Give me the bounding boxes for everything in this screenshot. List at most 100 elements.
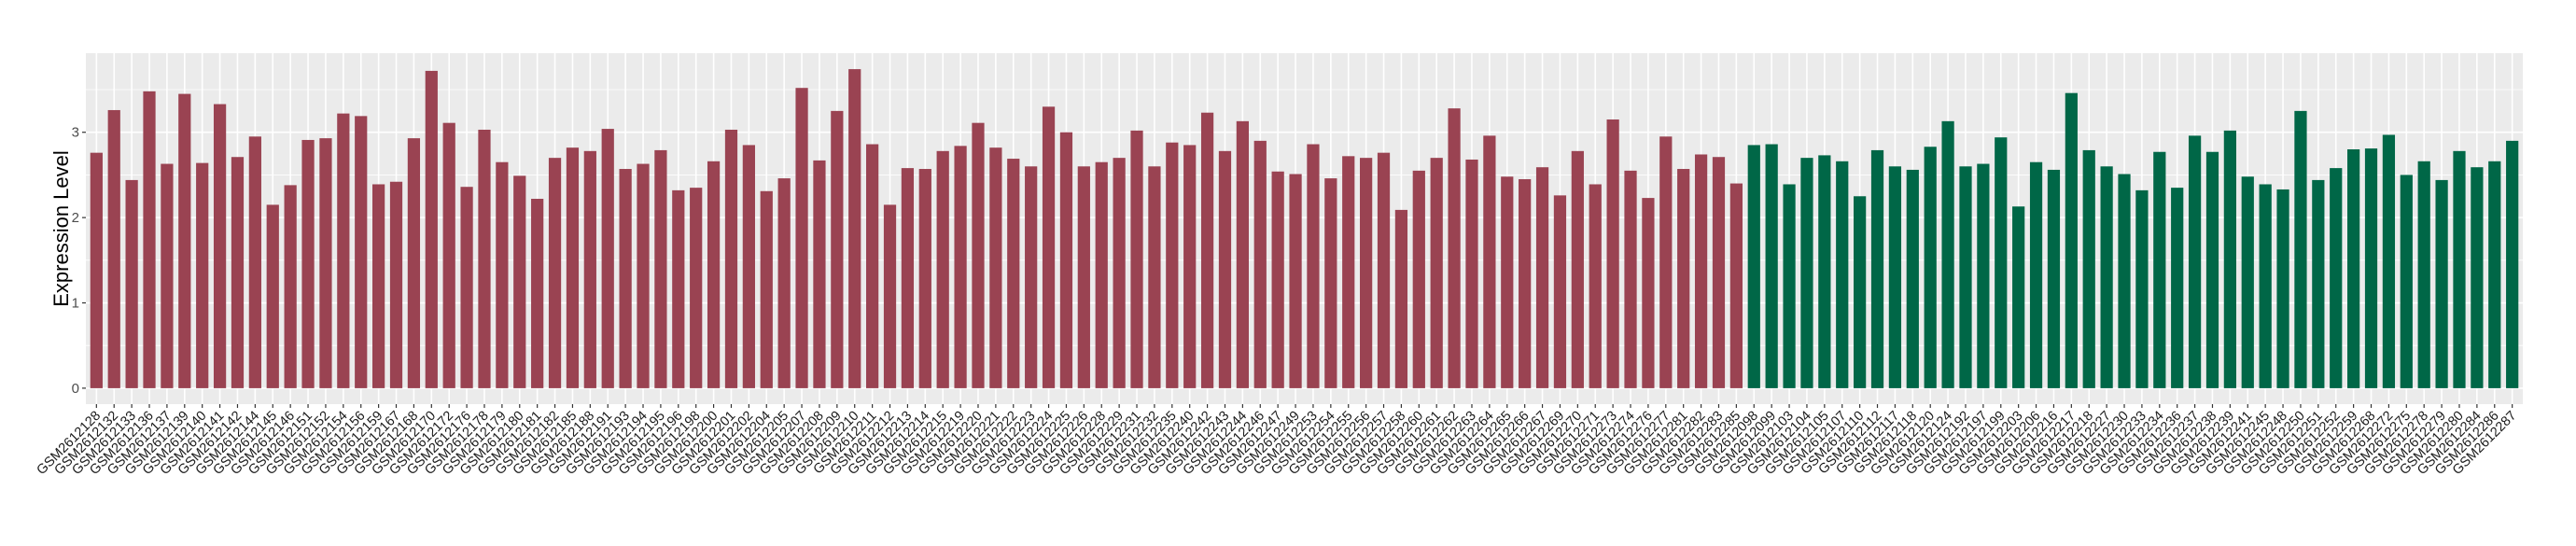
bar-GSM2612231 [1130,130,1143,388]
bar-GSM2612252 [2330,168,2343,388]
bar-GSM2612234 [2153,151,2166,388]
bar-GSM2612154 [337,113,350,388]
bar-GSM2612224 [1042,106,1056,388]
bar-GSM2612159 [372,184,385,388]
bar-GSM2612242 [1200,112,1214,388]
bar-GSM2612117 [1888,166,1902,388]
bar-GSM2612217 [2065,92,2078,388]
y-axis: 0 1 2 3 [72,125,86,397]
bar-GSM2612141 [213,104,227,388]
bar-GSM2612110 [1854,196,1867,388]
bar-GSM2612265 [1501,176,1514,388]
bar-GSM2612103 [1783,184,1796,388]
bar-GSM2612271 [1589,184,1602,388]
bar-GSM2612216 [2047,169,2061,388]
bar-GSM2612200 [707,161,721,388]
bar-GSM2612274 [1624,170,1637,388]
bar-GSM2612104 [1800,158,1813,388]
bar-GSM2612145 [266,204,279,388]
y-tick-label: 1 [72,296,79,312]
bar-GSM2612272 [2382,134,2396,388]
bar-GSM2612170 [425,70,438,388]
bar-GSM2612128 [90,152,103,388]
bar-GSM2612251 [2312,179,2325,388]
bar-GSM2612281 [1677,169,1690,388]
bar-GSM2612238 [2205,151,2219,388]
bar-GSM2612282 [1694,154,1708,388]
bar-GSM2612201 [724,129,738,388]
bar-GSM2612208 [813,160,826,388]
bar-GSM2612214 [918,169,931,388]
bar-GSM2612256 [1360,158,1373,388]
bar-GSM2612222 [1007,159,1020,388]
bar-GSM2612254 [1324,178,1337,388]
bar-GSM2612273 [1606,119,1619,388]
bar-GSM2612253 [1307,144,1320,388]
bar-GSM2612212 [883,204,897,388]
bar-GSM2612140 [196,162,209,388]
bar-GSM2612197 [1977,163,1990,388]
bar-GSM2612213 [901,168,915,388]
y-tick-label: 3 [72,125,79,141]
bar-GSM2612193 [619,169,632,388]
bar-GSM2612202 [742,145,755,388]
bar-GSM2612205 [777,178,791,388]
bar-GSM2612269 [1553,195,1567,388]
bar-GSM2612199 [1995,137,2008,388]
bar-GSM2612180 [513,175,526,388]
bar-GSM2612286 [2488,161,2501,388]
bar-GSM2612241 [2241,176,2254,388]
bar-GSM2612247 [1271,171,1284,388]
y-tick-label: 2 [72,210,79,226]
bar-GSM2612203 [2012,206,2025,388]
bar-GSM2612112 [1870,149,1884,388]
bar-GSM2612257 [1377,152,1391,388]
bar-GSM2612220 [972,122,985,388]
bar-GSM2612236 [2171,188,2184,388]
x-axis: GSM2612128GSM2612132GSM2612133GSM2612136… [35,404,2519,478]
bar-GSM2612285 [1729,183,1743,388]
bar-GSM2612248 [2276,189,2289,388]
bar-GSM2612225 [1059,132,1073,388]
bar-GSM2612245 [2259,184,2272,388]
bar-GSM2612233 [2135,189,2149,388]
bar-GSM2612243 [1218,150,1232,388]
bar-GSM2612133 [125,179,138,388]
bar-GSM2612168 [407,138,421,388]
bar-GSM2612244 [1236,120,1249,388]
bar-GSM2612235 [1166,142,1179,388]
bar-GSM2612263 [1465,159,1478,388]
bar-GSM2612266 [1519,178,1532,388]
bar-GSM2612284 [2471,167,2484,388]
bar-GSM2612172 [442,122,455,388]
bar-GSM2612277 [1659,136,1673,388]
bar-GSM2612191 [601,129,614,388]
bar-GSM2612118 [1906,169,1919,388]
bar-GSM2612230 [2118,174,2131,388]
y-axis-title: Expression Level [49,150,73,307]
bar-GSM2612144 [248,136,261,388]
bar-GSM2612195 [654,149,667,388]
bar-GSM2612139 [178,93,191,388]
bar-GSM2612107 [1836,161,1849,388]
bar-GSM2612152 [319,138,332,388]
bar-GSM2612232 [1148,166,1161,388]
bar-GSM2612120 [1924,147,1937,388]
bar-GSM2612226 [1077,166,1090,388]
bar-GSM2612179 [496,161,509,388]
bar-GSM2612182 [548,158,562,388]
y-tick-label: 0 [72,381,79,397]
bar-GSM2612223 [1025,166,1038,388]
bar-GSM2612098 [1747,145,1760,388]
bar-GSM2612219 [954,146,967,388]
bar-GSM2612261 [1430,158,1443,388]
bar-GSM2612181 [531,199,544,388]
bar-GSM2612270 [1571,150,1584,388]
bar-GSM2612221 [989,147,1002,388]
bar-GSM2612246 [1253,140,1267,388]
bar-GSM2612229 [1113,158,1126,388]
bar-GSM2612237 [2188,135,2202,388]
bar-GSM2612192 [1959,166,1972,388]
bar-GSM2612239 [2223,130,2236,388]
